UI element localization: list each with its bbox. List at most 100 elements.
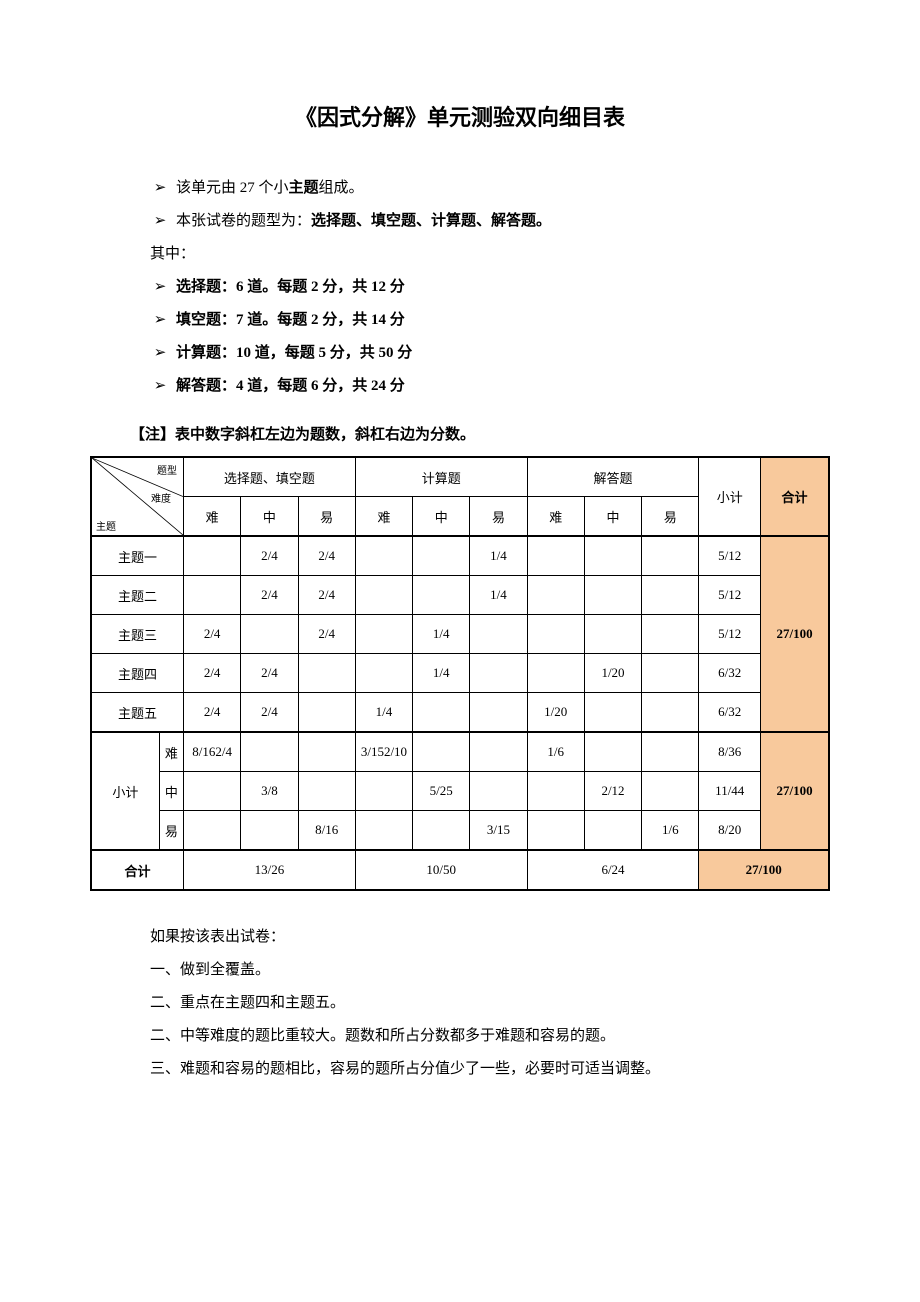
cell <box>527 654 584 693</box>
grand-g1: 13/26 <box>184 850 356 890</box>
cell <box>241 615 298 654</box>
footer-line: 一、做到全覆盖。 <box>150 954 790 987</box>
cell <box>413 811 470 851</box>
cell <box>584 536 641 576</box>
cell <box>642 615 699 654</box>
cell <box>470 772 527 811</box>
cell <box>355 536 412 576</box>
cell <box>642 654 699 693</box>
cell <box>527 615 584 654</box>
hdr-type: 题型 <box>157 462 177 477</box>
cell: 1/20 <box>584 654 641 693</box>
cell: 2/4 <box>184 615 241 654</box>
subtotal-label: 小计 <box>91 732 159 850</box>
cell <box>642 772 699 811</box>
topic-label: 主题二 <box>91 576 184 615</box>
cell <box>298 654 355 693</box>
sub-easy-sum: 8/20 <box>699 811 761 851</box>
cell <box>584 693 641 733</box>
hdr-diff: 难度 <box>151 490 171 505</box>
cell <box>642 732 699 772</box>
intro-2a: 本张试卷的题型为： <box>176 213 311 229</box>
cell: 1/4 <box>413 654 470 693</box>
grand-g2: 10/50 <box>355 850 527 890</box>
footer-block: 如果按该表出试卷： 一、做到全覆盖。 二、重点在主题四和主题五。 二、中等难度的… <box>150 921 790 1086</box>
cell: 3/15 <box>470 811 527 851</box>
cell: 8/16 <box>298 811 355 851</box>
cell <box>355 576 412 615</box>
hdr-subtotal: 小计 <box>699 457 761 536</box>
row-subtotal: 5/12 <box>699 615 761 654</box>
hdr-total: 合计 <box>761 457 829 536</box>
topic-label: 主题三 <box>91 615 184 654</box>
sub-mid-sum: 11/44 <box>699 772 761 811</box>
cell <box>184 772 241 811</box>
hdr-hard: 难 <box>527 497 584 537</box>
intro-l3: 选择题：6 道。每题 2 分，共 12 分 <box>176 279 405 295</box>
cell <box>470 693 527 733</box>
intro-l5: 计算题：10 道，每题 5 分，共 50 分 <box>176 345 412 361</box>
row-subtotal: 5/12 <box>699 576 761 615</box>
cell <box>298 772 355 811</box>
grand-g3: 6/24 <box>527 850 699 890</box>
cell: 1/4 <box>355 693 412 733</box>
cell <box>355 654 412 693</box>
intro-1b: 主题 <box>289 180 319 196</box>
spec-table: 题型 难度 主题 选择题、填空题 计算题 解答题 小计 合计 难 中 易 难 中… <box>90 456 830 891</box>
topic-label: 主题一 <box>91 536 184 576</box>
hdr-grp3: 解答题 <box>527 457 699 497</box>
hdr-hard: 难 <box>355 497 412 537</box>
hdr-mid: 中 <box>413 497 470 537</box>
arrow-icon: ➢ <box>150 370 170 403</box>
intro-1a: 该单元由 27 个小 <box>176 180 289 196</box>
cell <box>413 536 470 576</box>
cell <box>184 576 241 615</box>
cell: 2/4 <box>241 576 298 615</box>
cell: 2/12 <box>584 772 641 811</box>
hdr-easy: 易 <box>298 497 355 537</box>
note-text: 【注】表中数字斜杠左边为题数，斜杠右边为分数。 <box>130 423 830 444</box>
grand-label: 合计 <box>91 850 184 890</box>
cell <box>584 576 641 615</box>
topic-label: 主题四 <box>91 654 184 693</box>
row-subtotal: 6/32 <box>699 693 761 733</box>
cell: 1/4 <box>413 615 470 654</box>
hdr-mid: 中 <box>241 497 298 537</box>
cell <box>527 576 584 615</box>
row-subtotal: 6/32 <box>699 654 761 693</box>
hdr-easy: 易 <box>470 497 527 537</box>
cell <box>527 811 584 851</box>
cell: 2/4 <box>184 654 241 693</box>
cell: 2/4 <box>298 536 355 576</box>
cell: 2/4 <box>184 693 241 733</box>
footer-line: 如果按该表出试卷： <box>150 921 790 954</box>
intro-among: 其中： <box>150 238 790 271</box>
cell: 5/25 <box>413 772 470 811</box>
intro-l4: 填空题：7 道。每题 2 分，共 14 分 <box>176 312 405 328</box>
cell <box>470 732 527 772</box>
cell: 2/4 <box>241 693 298 733</box>
intro-block: ➢该单元由 27 个小主题组成。 ➢本张试卷的题型为：选择题、填空题、计算题、解… <box>150 172 790 403</box>
cell <box>241 732 298 772</box>
cell <box>527 536 584 576</box>
hdr-mid: 中 <box>584 497 641 537</box>
cell <box>355 772 412 811</box>
cell <box>298 693 355 733</box>
footer-line: 二、重点在主题四和主题五。 <box>150 987 790 1020</box>
cell <box>413 732 470 772</box>
cell: 2/4 <box>241 654 298 693</box>
cell <box>642 536 699 576</box>
cell: 1/4 <box>470 576 527 615</box>
cell: 8/162/4 <box>184 732 241 772</box>
cell: 2/4 <box>298 576 355 615</box>
hdr-topic: 主题 <box>96 522 116 533</box>
side-total: 27/100 <box>761 536 829 732</box>
footer-line: 三、难题和容易的题相比，容易的题所占分值少了一些，必要时可适当调整。 <box>150 1053 790 1086</box>
cell: 1/20 <box>527 693 584 733</box>
intro-1c: 组成。 <box>319 180 364 196</box>
cell <box>470 615 527 654</box>
arrow-icon: ➢ <box>150 172 170 205</box>
footer-line: 二、中等难度的题比重较大。题数和所占分数都多于难题和容易的题。 <box>150 1020 790 1053</box>
sub-hard-lbl: 难 <box>159 732 183 772</box>
sub-easy-lbl: 易 <box>159 811 183 851</box>
